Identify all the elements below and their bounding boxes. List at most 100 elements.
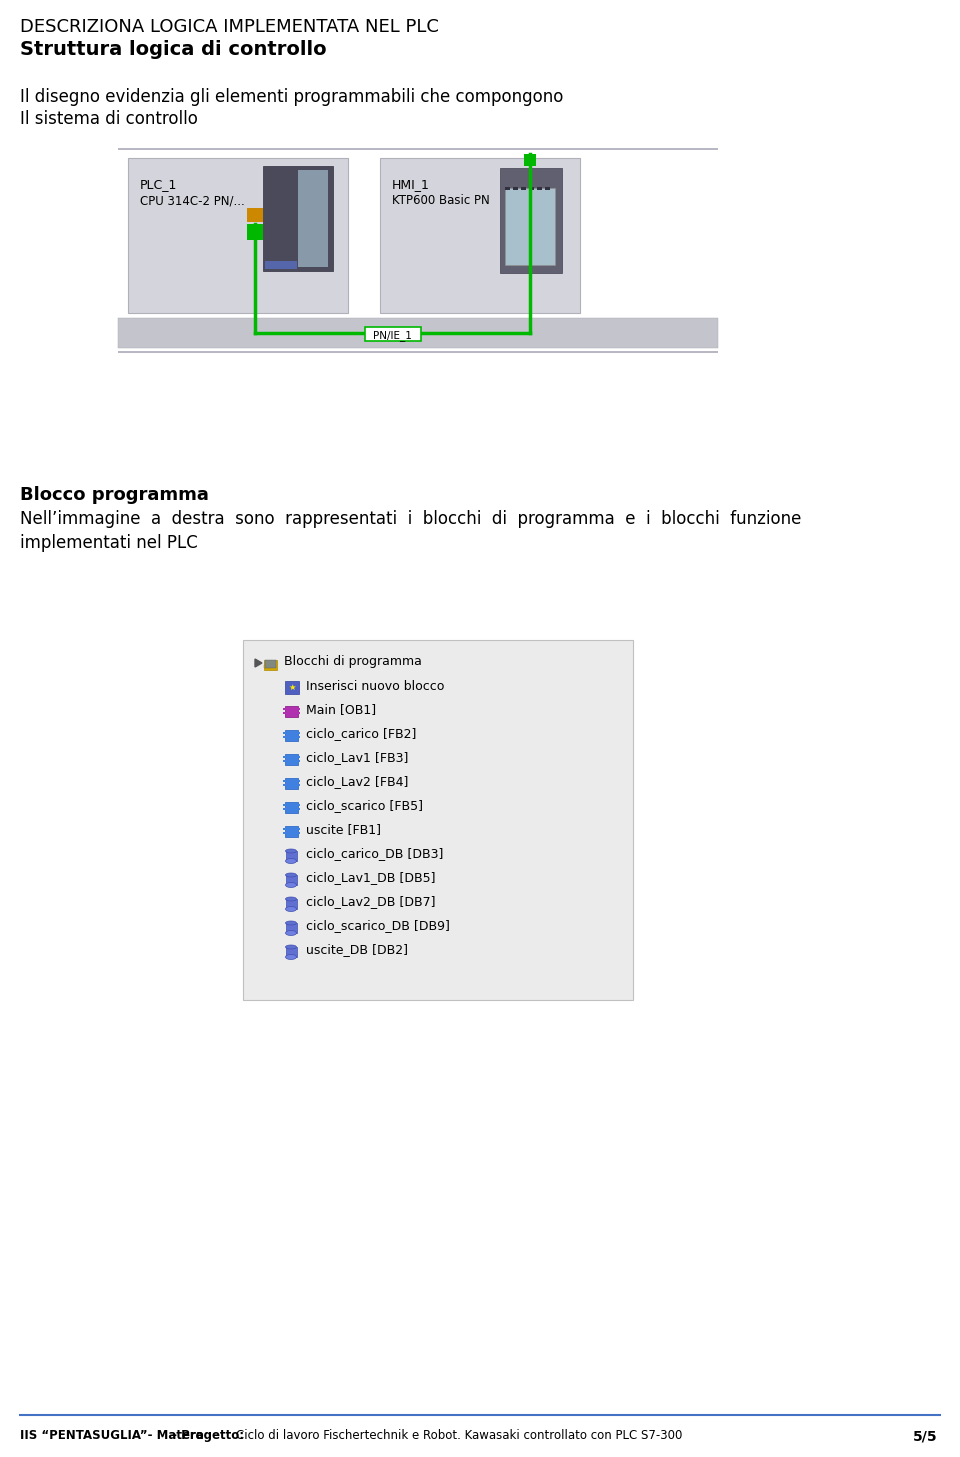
- Bar: [263, 166, 333, 271]
- Bar: [285, 826, 298, 836]
- Bar: [118, 318, 718, 348]
- Text: PLC_1: PLC_1: [140, 178, 178, 191]
- Bar: [297, 828, 300, 830]
- Bar: [297, 736, 300, 739]
- Bar: [297, 832, 300, 833]
- Text: ciclo_Lav2 [FB4]: ciclo_Lav2 [FB4]: [306, 775, 408, 788]
- Text: ciclo_carico_DB [DB3]: ciclo_carico_DB [DB3]: [306, 848, 444, 861]
- Bar: [285, 680, 299, 694]
- Bar: [529, 186, 534, 189]
- Bar: [297, 731, 300, 734]
- Text: - Progetto:: - Progetto:: [168, 1429, 249, 1442]
- Bar: [524, 154, 536, 166]
- Bar: [297, 756, 300, 758]
- Bar: [285, 801, 298, 813]
- Text: Struttura logica di controllo: Struttura logica di controllo: [20, 39, 326, 58]
- Bar: [297, 708, 300, 710]
- Text: ciclo_Lav1 [FB3]: ciclo_Lav1 [FB3]: [306, 752, 408, 765]
- Bar: [283, 779, 286, 782]
- Text: Nell’immagine  a  destra  sono  rappresentati  i  blocchi  di  programma  e  i  : Nell’immagine a destra sono rappresentat…: [20, 510, 802, 527]
- Ellipse shape: [285, 849, 297, 852]
- Text: ★: ★: [288, 682, 296, 692]
- Bar: [283, 712, 286, 714]
- Ellipse shape: [285, 858, 297, 864]
- Bar: [283, 832, 286, 833]
- Bar: [264, 664, 271, 667]
- Ellipse shape: [285, 883, 297, 887]
- Bar: [380, 157, 580, 313]
- Bar: [283, 731, 286, 734]
- Bar: [283, 804, 286, 806]
- Bar: [265, 261, 297, 270]
- Text: ciclo_carico [FB2]: ciclo_carico [FB2]: [306, 727, 417, 740]
- Bar: [297, 712, 300, 714]
- Bar: [283, 784, 286, 785]
- Polygon shape: [255, 659, 262, 667]
- Bar: [286, 947, 297, 957]
- Text: Blocco programma: Blocco programma: [20, 487, 209, 504]
- Text: Il disegno evidenzia gli elementi programmabili che compongono: Il disegno evidenzia gli elementi progra…: [20, 87, 564, 106]
- Text: ciclo_Lav2_DB [DB7]: ciclo_Lav2_DB [DB7]: [306, 896, 436, 909]
- Bar: [247, 208, 263, 221]
- Ellipse shape: [285, 898, 297, 900]
- Text: uscite_DB [DB2]: uscite_DB [DB2]: [306, 944, 408, 956]
- Bar: [285, 707, 298, 717]
- Text: CPU 314C-2 PN/...: CPU 314C-2 PN/...: [140, 194, 245, 207]
- Bar: [297, 779, 300, 782]
- Text: IIS “PENTASUGLIA”- Matera: IIS “PENTASUGLIA”- Matera: [20, 1429, 204, 1442]
- Ellipse shape: [285, 931, 297, 935]
- Text: Blocchi di programma: Blocchi di programma: [284, 656, 421, 669]
- Bar: [283, 708, 286, 710]
- Ellipse shape: [285, 873, 297, 877]
- Bar: [297, 784, 300, 785]
- Bar: [118, 351, 718, 353]
- Text: DESCRIZIONA LOGICA IMPLEMENTATA NEL PLC: DESCRIZIONA LOGICA IMPLEMENTATA NEL PLC: [20, 17, 439, 36]
- Bar: [297, 761, 300, 762]
- Bar: [283, 756, 286, 758]
- Bar: [537, 186, 542, 189]
- Text: 5/5: 5/5: [913, 1429, 938, 1442]
- Bar: [283, 736, 286, 739]
- Bar: [545, 186, 550, 189]
- Bar: [505, 186, 510, 189]
- Bar: [521, 186, 526, 189]
- Bar: [286, 876, 297, 884]
- Bar: [283, 761, 286, 762]
- Bar: [505, 188, 555, 265]
- Text: HMI_1: HMI_1: [392, 178, 430, 191]
- Bar: [365, 326, 420, 341]
- Ellipse shape: [285, 954, 297, 960]
- Ellipse shape: [285, 946, 297, 949]
- Bar: [128, 157, 348, 313]
- Bar: [297, 809, 300, 810]
- Bar: [500, 168, 562, 272]
- Text: ciclo_scarico_DB [DB9]: ciclo_scarico_DB [DB9]: [306, 919, 450, 932]
- Bar: [247, 224, 263, 240]
- Text: KTP600 Basic PN: KTP600 Basic PN: [392, 194, 490, 207]
- Bar: [285, 755, 298, 765]
- Bar: [286, 899, 297, 909]
- Text: Main [OB1]: Main [OB1]: [306, 704, 376, 717]
- Ellipse shape: [285, 906, 297, 912]
- Bar: [297, 804, 300, 806]
- Text: Ciclo di lavoro Fischertechnik e Robot. Kawasaki controllato con PLC S7-300: Ciclo di lavoro Fischertechnik e Robot. …: [236, 1429, 683, 1442]
- Bar: [264, 660, 277, 670]
- Bar: [286, 851, 297, 861]
- Bar: [118, 149, 718, 150]
- Text: ciclo_scarico [FB5]: ciclo_scarico [FB5]: [306, 800, 423, 813]
- Bar: [265, 660, 276, 667]
- Bar: [286, 922, 297, 932]
- Bar: [283, 809, 286, 810]
- Text: uscite [FB1]: uscite [FB1]: [306, 823, 381, 836]
- Bar: [285, 778, 298, 790]
- Bar: [513, 186, 518, 189]
- Text: implementati nel PLC: implementati nel PLC: [20, 535, 198, 552]
- Text: ciclo_Lav1_DB [DB5]: ciclo_Lav1_DB [DB5]: [306, 871, 436, 884]
- Bar: [283, 828, 286, 830]
- Ellipse shape: [285, 921, 297, 925]
- Text: PN/IE_1: PN/IE_1: [373, 331, 412, 341]
- Text: Il sistema di controllo: Il sistema di controllo: [20, 109, 198, 128]
- Bar: [298, 170, 328, 267]
- Bar: [243, 640, 633, 1000]
- Text: Inserisci nuovo blocco: Inserisci nuovo blocco: [306, 679, 444, 692]
